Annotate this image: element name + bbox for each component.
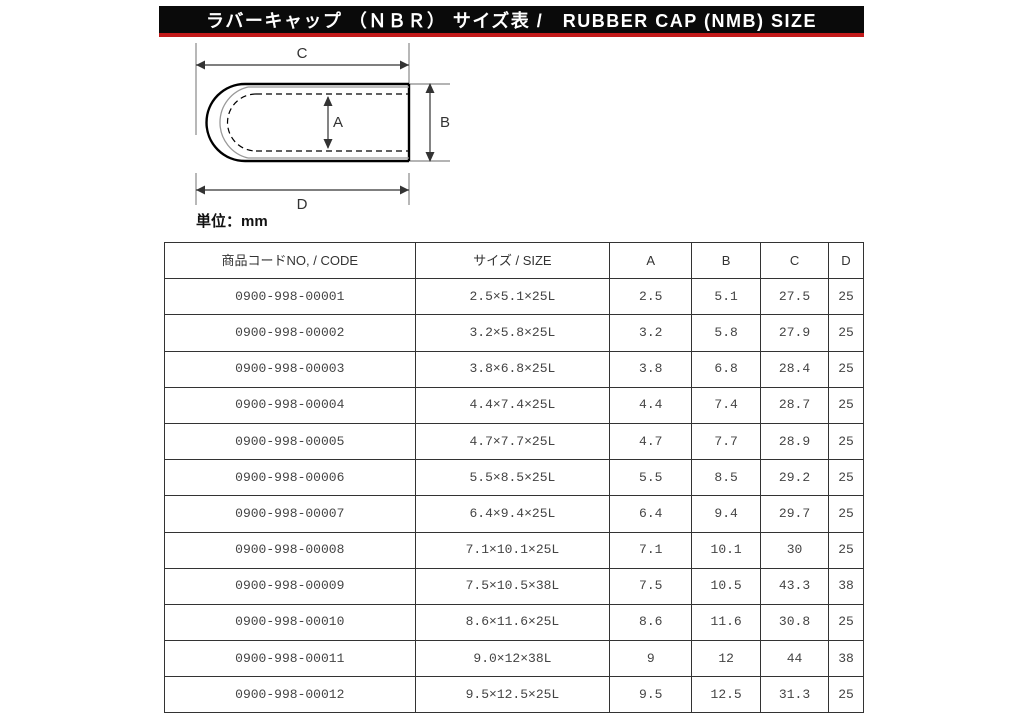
- svg-text:C: C: [297, 45, 308, 62]
- svg-text:A: A: [333, 114, 343, 131]
- svg-text:D: D: [297, 196, 308, 213]
- svg-text:B: B: [440, 114, 450, 131]
- svg-text:単位：mm: 単位：mm: [196, 212, 268, 230]
